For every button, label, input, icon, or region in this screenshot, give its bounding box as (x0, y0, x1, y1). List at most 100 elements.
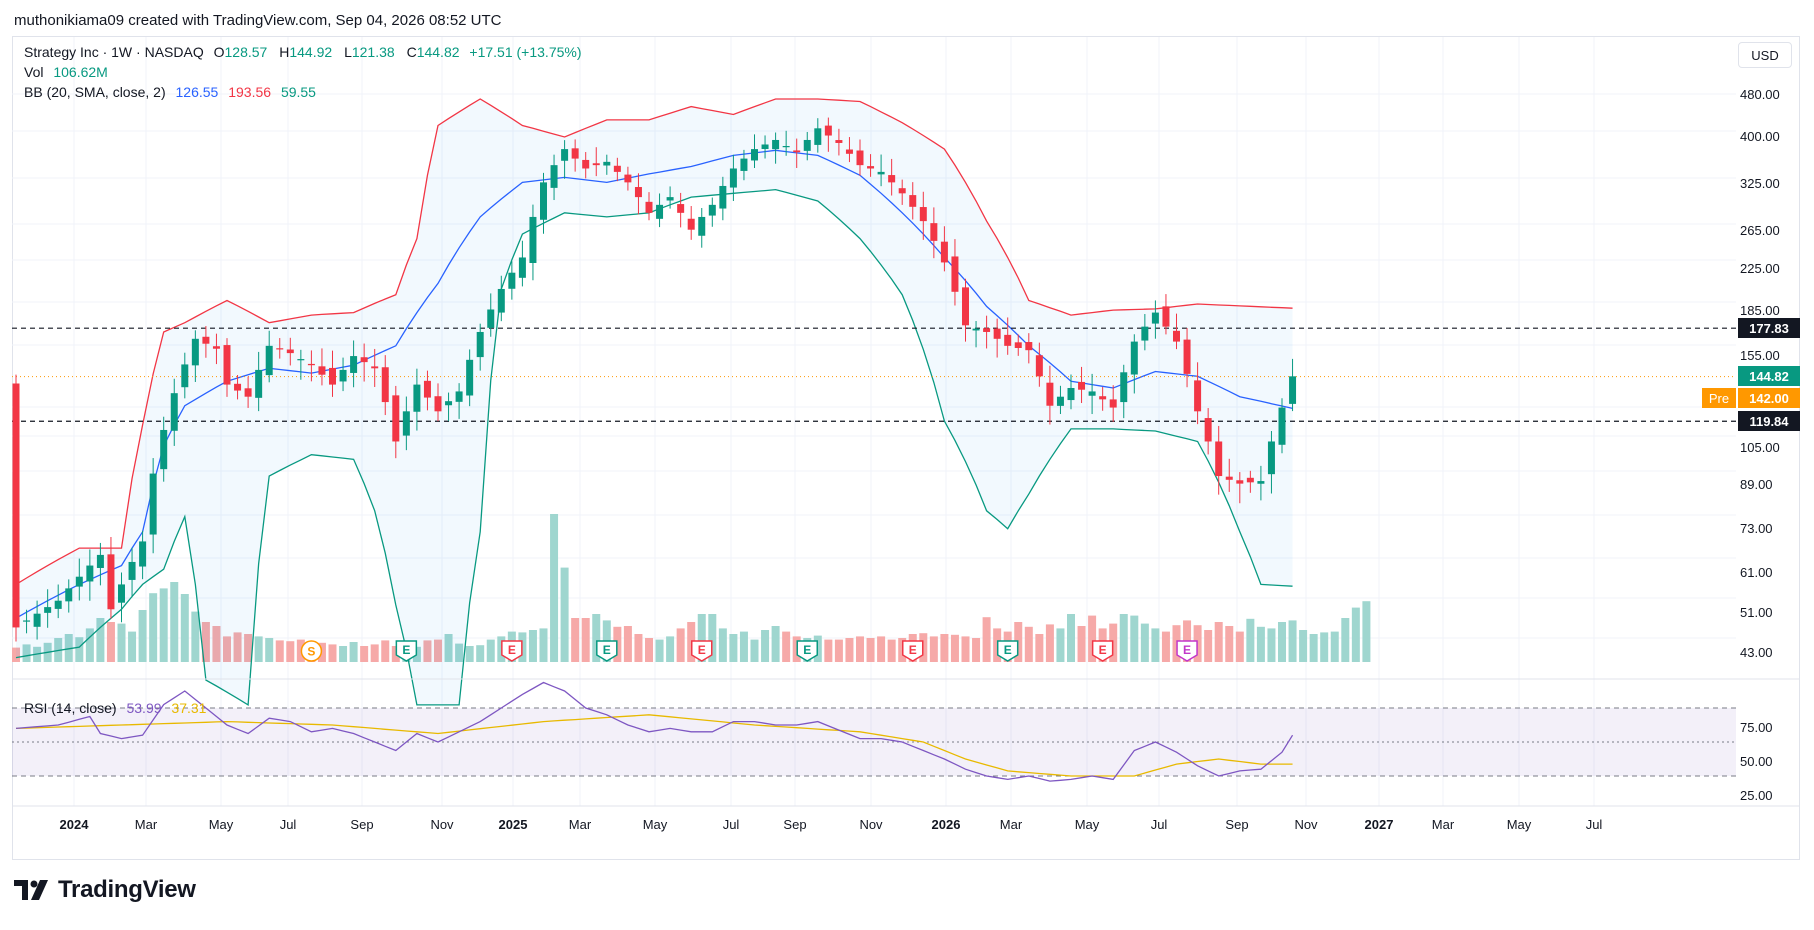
candle (508, 261, 516, 300)
currency-button[interactable]: USD (1738, 42, 1792, 68)
volume-bar (476, 645, 485, 662)
candle (761, 135, 769, 159)
time-axis-tick: Nov (1294, 817, 1318, 832)
volume-bar (1140, 623, 1149, 662)
price-axis[interactable]: 480.00 400.00 325.00 265.00 225.00 185.00 155.… (1740, 87, 1780, 660)
volume-bar (191, 611, 200, 662)
candle-body (255, 369, 263, 398)
volume-bar (961, 636, 970, 662)
event-marker-earnings: E (796, 640, 818, 662)
earnings-label: E (603, 643, 611, 657)
volume-bar (1161, 631, 1170, 662)
candle-body (972, 328, 980, 331)
bb-lower-line (15, 188, 1293, 707)
volume-bar (12, 647, 20, 662)
candle (1004, 317, 1012, 355)
candle-body (1067, 387, 1075, 401)
candle-body (582, 159, 590, 169)
candle (75, 558, 83, 601)
volume-bar (845, 638, 854, 662)
earnings-label: E (402, 643, 410, 657)
high-label: H (279, 44, 290, 60)
time-axis-tick: 2027 (1365, 817, 1394, 832)
candle-body (1035, 355, 1043, 377)
candle (687, 206, 695, 240)
candle (476, 323, 484, 371)
candle-body (1078, 381, 1086, 390)
volume-bar (423, 640, 432, 662)
earnings-label: E (1183, 643, 1191, 657)
candle (1109, 385, 1117, 422)
candle-body (740, 158, 748, 171)
candle-body (149, 473, 157, 535)
candle-body (613, 165, 621, 172)
candle-body (212, 346, 220, 349)
candle-body (1162, 306, 1170, 327)
candle (1078, 366, 1086, 404)
candle (814, 118, 822, 153)
volume-bar (982, 617, 991, 662)
rsi-pane[interactable]: 75.00 50.00 25.00 (12, 678, 1800, 803)
candle-body (645, 201, 653, 213)
candle-body (107, 554, 115, 610)
candle-body (1183, 339, 1191, 374)
volume-bar (581, 618, 590, 662)
candle-body (65, 588, 73, 602)
candle-body (118, 584, 125, 603)
candle (909, 182, 917, 220)
candle-body (856, 150, 864, 166)
tradingview-logo[interactable]: TradingView (14, 876, 196, 904)
candle (592, 147, 600, 177)
candle-body (561, 149, 569, 161)
volume-bar (824, 639, 833, 662)
candle (1046, 365, 1054, 425)
candle-body (687, 218, 695, 230)
volume-bar (1267, 628, 1276, 662)
low-value: 121.38 (351, 44, 395, 60)
volume-bar (1309, 634, 1318, 662)
volume-bar (655, 639, 664, 662)
volume-bar (1330, 631, 1339, 662)
volume-bar (1288, 620, 1297, 662)
time-axis-tick: Jul (1586, 817, 1603, 832)
candle (286, 337, 294, 366)
event-marker-earnings: E (395, 640, 418, 662)
volume-bar (22, 644, 31, 662)
candle-body (656, 204, 664, 219)
candle (983, 315, 991, 349)
candle (54, 584, 62, 619)
candle-body (381, 367, 389, 403)
candle-body (75, 576, 83, 587)
earnings-label: E (508, 643, 516, 657)
change-value: +17.51 (+13.75%) (469, 44, 582, 60)
candle (1289, 358, 1297, 412)
candle-body (1109, 399, 1117, 408)
candle (1173, 313, 1180, 350)
candle (65, 579, 73, 613)
candle (1183, 328, 1191, 388)
candle-body (445, 401, 453, 406)
candle-body (1151, 312, 1159, 324)
candle-body (867, 166, 875, 169)
earnings-icon (902, 640, 924, 662)
volume-bar (85, 628, 94, 662)
candle-body (329, 367, 336, 385)
candle-body (1141, 326, 1149, 341)
price-axis-tick: 155.00 (1740, 348, 1780, 363)
candle-body (845, 149, 853, 154)
volume-bar (729, 634, 738, 662)
time-axis[interactable]: 2024 Mar May Jul Sep Nov 2025 Mar May Jul Sep Nov 20… (12, 805, 1800, 832)
volume-bar (1351, 607, 1360, 662)
volume-bar (972, 638, 981, 662)
price-axis-tick: 73.00 (1740, 521, 1773, 536)
candle-body (12, 383, 20, 628)
volume-bar (950, 634, 959, 662)
candle (223, 338, 231, 397)
candle (276, 338, 284, 359)
candlesticks[interactable] (12, 117, 1297, 642)
bb-basis-value: 126.55 (175, 84, 219, 100)
volume-bar (1077, 626, 1086, 662)
candle-body (371, 366, 379, 369)
